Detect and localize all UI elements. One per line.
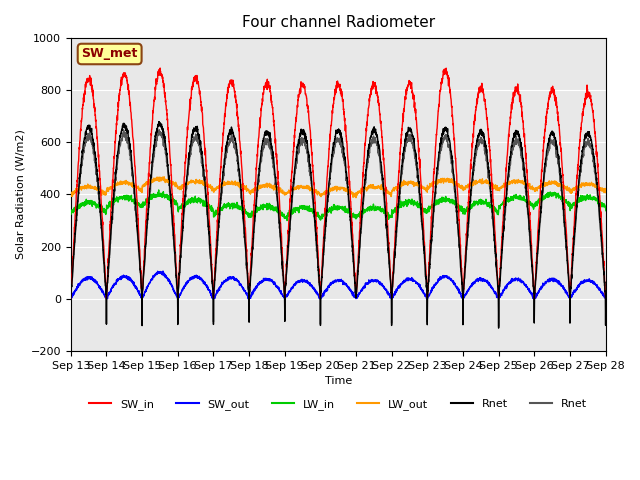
X-axis label: Time: Time — [324, 376, 352, 386]
Text: SW_met: SW_met — [81, 48, 138, 60]
Legend: SW_in, SW_out, LW_in, LW_out, Rnet, Rnet: SW_in, SW_out, LW_in, LW_out, Rnet, Rnet — [84, 394, 592, 414]
Y-axis label: Solar Radiation (W/m2): Solar Radiation (W/m2) — [15, 130, 25, 259]
Title: Four channel Radiometer: Four channel Radiometer — [242, 15, 435, 30]
